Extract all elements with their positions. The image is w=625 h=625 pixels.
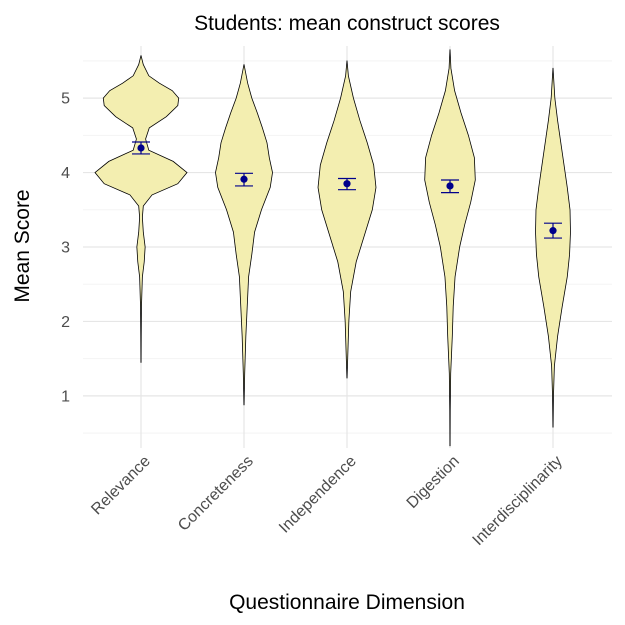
violin-relevance [94, 55, 188, 363]
y-tick-label: 5 [61, 91, 70, 108]
violin-concreteness [215, 64, 273, 406]
mean-point-independence [343, 180, 351, 188]
x-axis-title: Questionnaire Dimension [229, 591, 465, 614]
y-axis-ticks: 1 2 3 4 5 [61, 91, 70, 406]
chart-title: Students: mean construct scores [194, 12, 500, 35]
y-tick-label: 3 [61, 240, 70, 257]
x-tick-label: Concreteness [175, 453, 257, 535]
y-axis-title: Mean Score [11, 189, 34, 302]
mean-point-concreteness [240, 175, 248, 183]
violins [94, 49, 571, 447]
mean-point-digestion [446, 182, 454, 190]
violin-interdisciplinarity [535, 67, 571, 428]
mean-point-relevance [137, 144, 145, 152]
x-axis-ticks: Relevance Concreteness Independence Digesti… [88, 453, 565, 549]
y-tick-label: 4 [61, 165, 70, 182]
y-tick-label: 1 [61, 388, 70, 405]
x-tick-label: Relevance [88, 453, 154, 519]
mean-markers [132, 141, 562, 239]
violin-digestion [424, 49, 476, 447]
mean-point-interdisciplinarity [549, 227, 557, 235]
x-tick-label: Independence [276, 453, 360, 537]
y-tick-label: 2 [61, 314, 70, 331]
x-tick-label: Digestion [404, 453, 463, 512]
violin-independence [317, 60, 377, 379]
x-tick-label: Interdisciplinarity [470, 453, 566, 549]
